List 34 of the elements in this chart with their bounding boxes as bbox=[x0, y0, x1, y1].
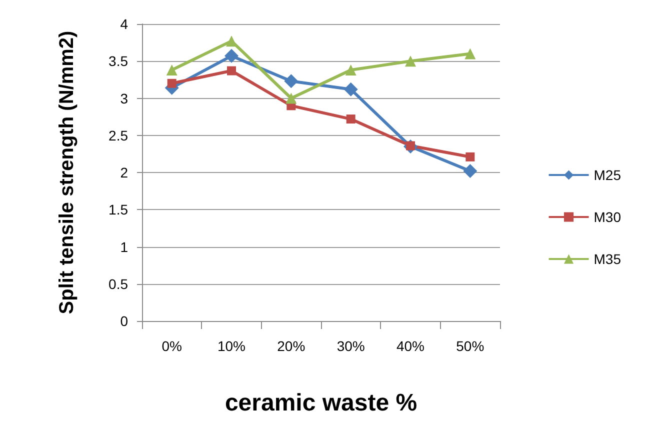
point bbox=[167, 78, 176, 88]
y-tick-label: 3.5 bbox=[108, 53, 128, 70]
y-tick-label: 0 bbox=[120, 313, 128, 329]
x-tick-label: 20% bbox=[277, 338, 306, 354]
point bbox=[344, 82, 358, 96]
point bbox=[227, 66, 236, 76]
point bbox=[284, 74, 298, 88]
y-tick-label: 2 bbox=[120, 164, 128, 180]
point bbox=[166, 64, 178, 76]
point bbox=[345, 64, 356, 76]
legend-label: M35 bbox=[594, 251, 622, 267]
point bbox=[224, 48, 238, 63]
point bbox=[464, 48, 476, 60]
legend-label: M25 bbox=[594, 167, 622, 183]
y-tick-label: 3 bbox=[120, 90, 128, 106]
point bbox=[466, 152, 475, 162]
y-axis-title: Split tensile strength (N/mm2) bbox=[56, 30, 78, 314]
point bbox=[226, 36, 237, 47]
x-axis-title: ceramic waste % bbox=[224, 390, 418, 416]
y-tick-label: 2.5 bbox=[108, 127, 128, 144]
point bbox=[346, 114, 356, 124]
x-tick-label: 30% bbox=[336, 338, 365, 354]
x-tick-label: 40% bbox=[396, 338, 425, 354]
point bbox=[405, 56, 416, 67]
point bbox=[463, 164, 478, 178]
y-tick-label: 0.5 bbox=[108, 276, 128, 292]
x-tick-label: 0% bbox=[162, 338, 182, 354]
legend-label: M30 bbox=[594, 209, 622, 225]
x-tick-label: 10% bbox=[217, 338, 246, 354]
y-tick-label: 1 bbox=[120, 238, 128, 255]
y-tick-label: 4 bbox=[120, 16, 128, 32]
y-tick-label: 1.5 bbox=[108, 202, 128, 218]
point bbox=[286, 92, 297, 104]
x-tick-label: 50% bbox=[456, 338, 484, 354]
